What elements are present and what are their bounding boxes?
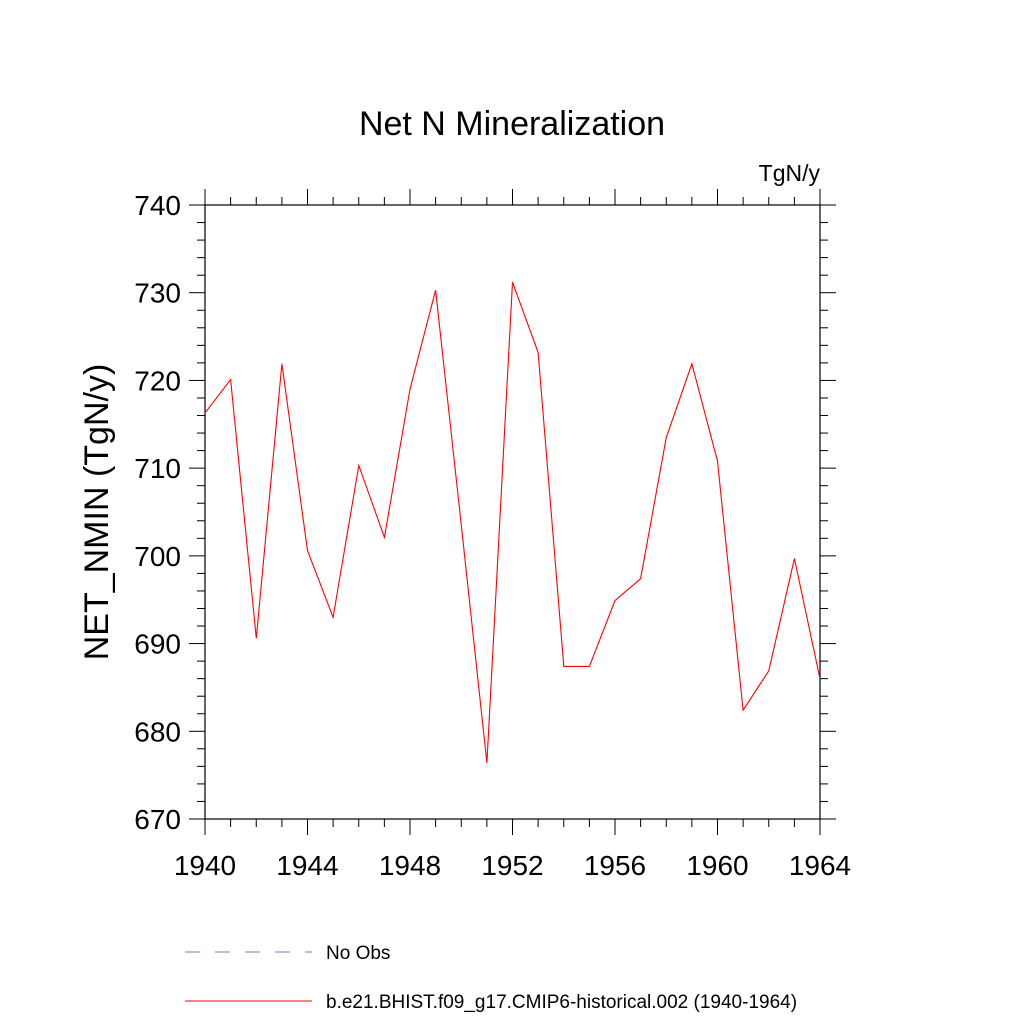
axis-tick-labels: 1940 1944 1948 1952 1956 1960 1964 670 680 690 700…: [134, 190, 851, 881]
y-tick-label: 730: [134, 278, 181, 309]
series-line: [204, 282, 821, 763]
plot-frame: [204, 204, 821, 820]
series-layer: [204, 282, 821, 763]
y-tick-label: 670: [134, 804, 181, 835]
y-tick-label: 710: [134, 453, 181, 484]
axis-ticks: [189, 189, 836, 835]
legend-label: b.e21.BHIST.f09_g17.CMIP6-historical.002…: [326, 992, 797, 1013]
y-tick-label: 680: [134, 716, 181, 747]
x-tick-label: 1960: [686, 850, 748, 881]
x-tick-label: 1948: [379, 850, 441, 881]
chart-title: Net N Mineralization: [359, 105, 665, 143]
legend-label: No Obs: [326, 943, 390, 964]
y-tick-label: 720: [134, 365, 181, 396]
x-tick-label: 1952: [481, 850, 543, 881]
units-label: TgN/y: [759, 160, 821, 186]
x-tick-label: 1944: [276, 850, 338, 881]
x-tick-label: 1964: [789, 850, 851, 881]
x-tick-label: 1956: [584, 850, 646, 881]
y-tick-label: 690: [134, 629, 181, 660]
x-tick-label: 1940: [174, 850, 236, 881]
legend: No Obs b.e21.BHIST.f09_g17.CMIP6-historic…: [185, 943, 797, 1013]
y-tick-label: 740: [134, 190, 181, 221]
y-tick-label: 700: [134, 541, 181, 572]
y-axis-label: NET_NMIN (TgN/y): [78, 364, 116, 661]
